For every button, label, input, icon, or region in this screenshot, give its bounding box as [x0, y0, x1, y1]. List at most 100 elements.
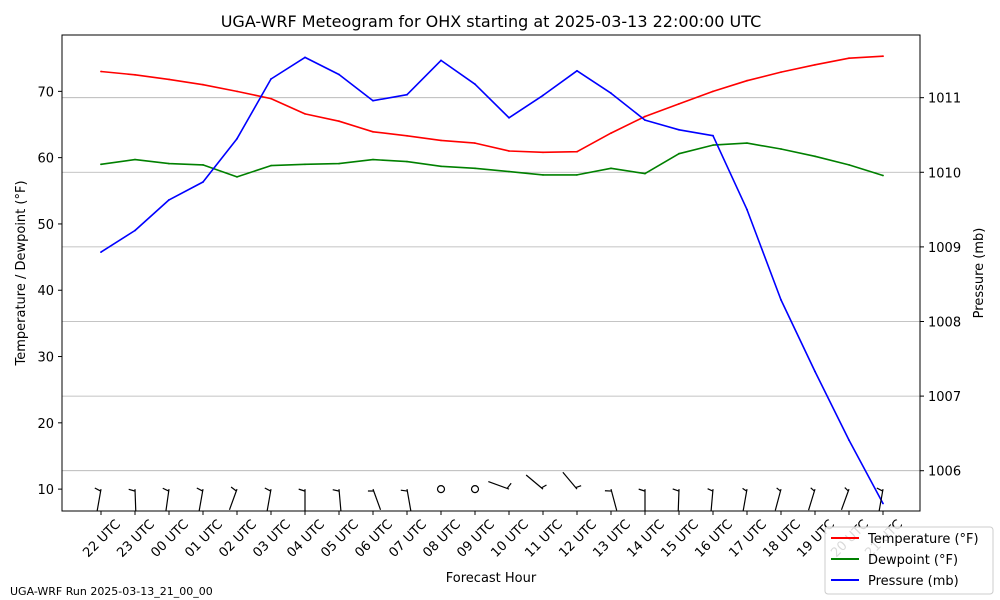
series-point-1	[848, 164, 850, 166]
wind-barb-shaft	[774, 488, 782, 511]
series-point-0	[882, 55, 884, 58]
wind-barb-flag	[776, 487, 781, 492]
series-point-2	[338, 73, 340, 76]
wind-barb-flag	[264, 487, 271, 492]
wind-barb-shaft	[406, 489, 412, 511]
wind-barb-flag	[541, 484, 547, 489]
series-point-1	[678, 152, 680, 155]
series-point-0	[168, 78, 170, 81]
wind-barb-shaft	[562, 471, 578, 490]
run-footer: UGA-WRF Run 2025-03-13_21_00_00	[10, 585, 213, 598]
wind-barb-flag	[810, 487, 815, 492]
series-point-0	[270, 97, 272, 100]
y-right-tick-label: 1009	[928, 241, 961, 256]
series-point-0	[338, 120, 340, 123]
wind-barb-flag	[575, 485, 582, 489]
wind-barb-flag	[672, 488, 680, 492]
series-point-2	[406, 93, 408, 96]
wind-barb-shaft	[840, 488, 850, 511]
series-point-2	[508, 116, 510, 119]
wind-barb-shaft	[878, 489, 884, 511]
series-point-0	[542, 151, 544, 154]
series-point-0	[100, 70, 102, 73]
wind-barb-shaft	[372, 488, 382, 511]
grid-lines	[62, 97, 920, 472]
series-point-1	[304, 163, 306, 166]
wind-barb-shaft	[228, 488, 238, 511]
y-left-tick-label: 10	[37, 483, 54, 498]
series-point-0	[712, 90, 714, 93]
wind-barb-shaft	[198, 489, 204, 511]
series-point-0	[372, 130, 374, 133]
wind-barb-flag	[400, 489, 408, 492]
series-point-0	[440, 139, 442, 142]
series-point-1	[372, 158, 374, 161]
wind-barb-flag	[162, 487, 169, 492]
wind-barb-shaft	[165, 489, 170, 511]
series-point-0	[576, 150, 578, 153]
wind-barb-flag	[876, 487, 883, 492]
x-axis-label: Forecast Hour	[446, 571, 537, 586]
wind-barb-flag	[196, 487, 203, 492]
series-point-1	[440, 165, 442, 168]
y-left-tick-label: 20	[37, 417, 54, 432]
series-point-2	[678, 128, 680, 131]
series-point-2	[542, 94, 544, 97]
legend: Temperature (°F) Dewpoint (°F) Pressure …	[824, 526, 994, 595]
y-axis-right-label: Pressure (mb)	[972, 228, 987, 319]
series-point-2	[202, 181, 204, 183]
wind-barb-shaft	[742, 489, 748, 511]
wind-barb-flag	[94, 487, 101, 492]
wind-barb-flag	[128, 488, 136, 492]
y-axis-left-label: Temperature / Dewpoint (°F)	[14, 180, 29, 366]
wind-barb-shaft	[610, 488, 618, 511]
series-point-1	[202, 164, 204, 166]
y-left-tick-label: 60	[37, 152, 54, 167]
series-point-1	[610, 167, 612, 170]
series-point-0	[814, 63, 816, 66]
series-point-1	[644, 172, 646, 175]
series-point-1	[134, 158, 136, 161]
legend-label-dewpoint: Dewpoint (°F)	[868, 553, 958, 568]
series-point-2	[746, 208, 748, 211]
series-point-2	[610, 92, 612, 95]
wind-barb-flag	[638, 488, 646, 492]
series-point-1	[508, 170, 510, 173]
series-point-2	[644, 119, 646, 121]
series-point-2	[474, 83, 476, 86]
y-left-tick-label: 70	[37, 85, 54, 100]
series-point-1	[168, 162, 170, 165]
series-point-2	[848, 439, 850, 441]
series-point-2	[440, 59, 442, 62]
wind-barb-flag	[506, 482, 512, 489]
wind-barb-shaft	[266, 489, 272, 511]
series-point-2	[882, 502, 884, 505]
wind-barb-shaft	[525, 474, 544, 490]
series-point-1	[576, 174, 578, 176]
wind-barb-shaft	[338, 489, 342, 512]
series-point-1	[542, 174, 544, 176]
y-left-tick-label: 30	[37, 351, 54, 366]
series-point-0	[780, 71, 782, 73]
series-lines	[100, 55, 884, 505]
series-point-1	[100, 163, 102, 166]
y-right-tick-label: 1006	[928, 465, 961, 480]
series-point-0	[678, 103, 680, 105]
y-right-tick-label: 1008	[928, 315, 961, 330]
wind-barb-flag	[742, 487, 747, 492]
wind-barb-shaft	[134, 489, 137, 512]
series-point-1	[270, 164, 272, 167]
series-point-2	[100, 251, 102, 254]
series-point-0	[406, 134, 408, 137]
series-point-2	[576, 69, 578, 72]
series-point-2	[372, 99, 374, 102]
wind-barb-flag	[230, 486, 237, 492]
series-point-0	[508, 150, 510, 152]
plot-frame	[61, 34, 921, 512]
series-point-1	[712, 144, 714, 147]
wind-barb-calm	[436, 485, 446, 494]
series-point-0	[474, 142, 476, 145]
wind-barb-shaft	[96, 489, 102, 511]
